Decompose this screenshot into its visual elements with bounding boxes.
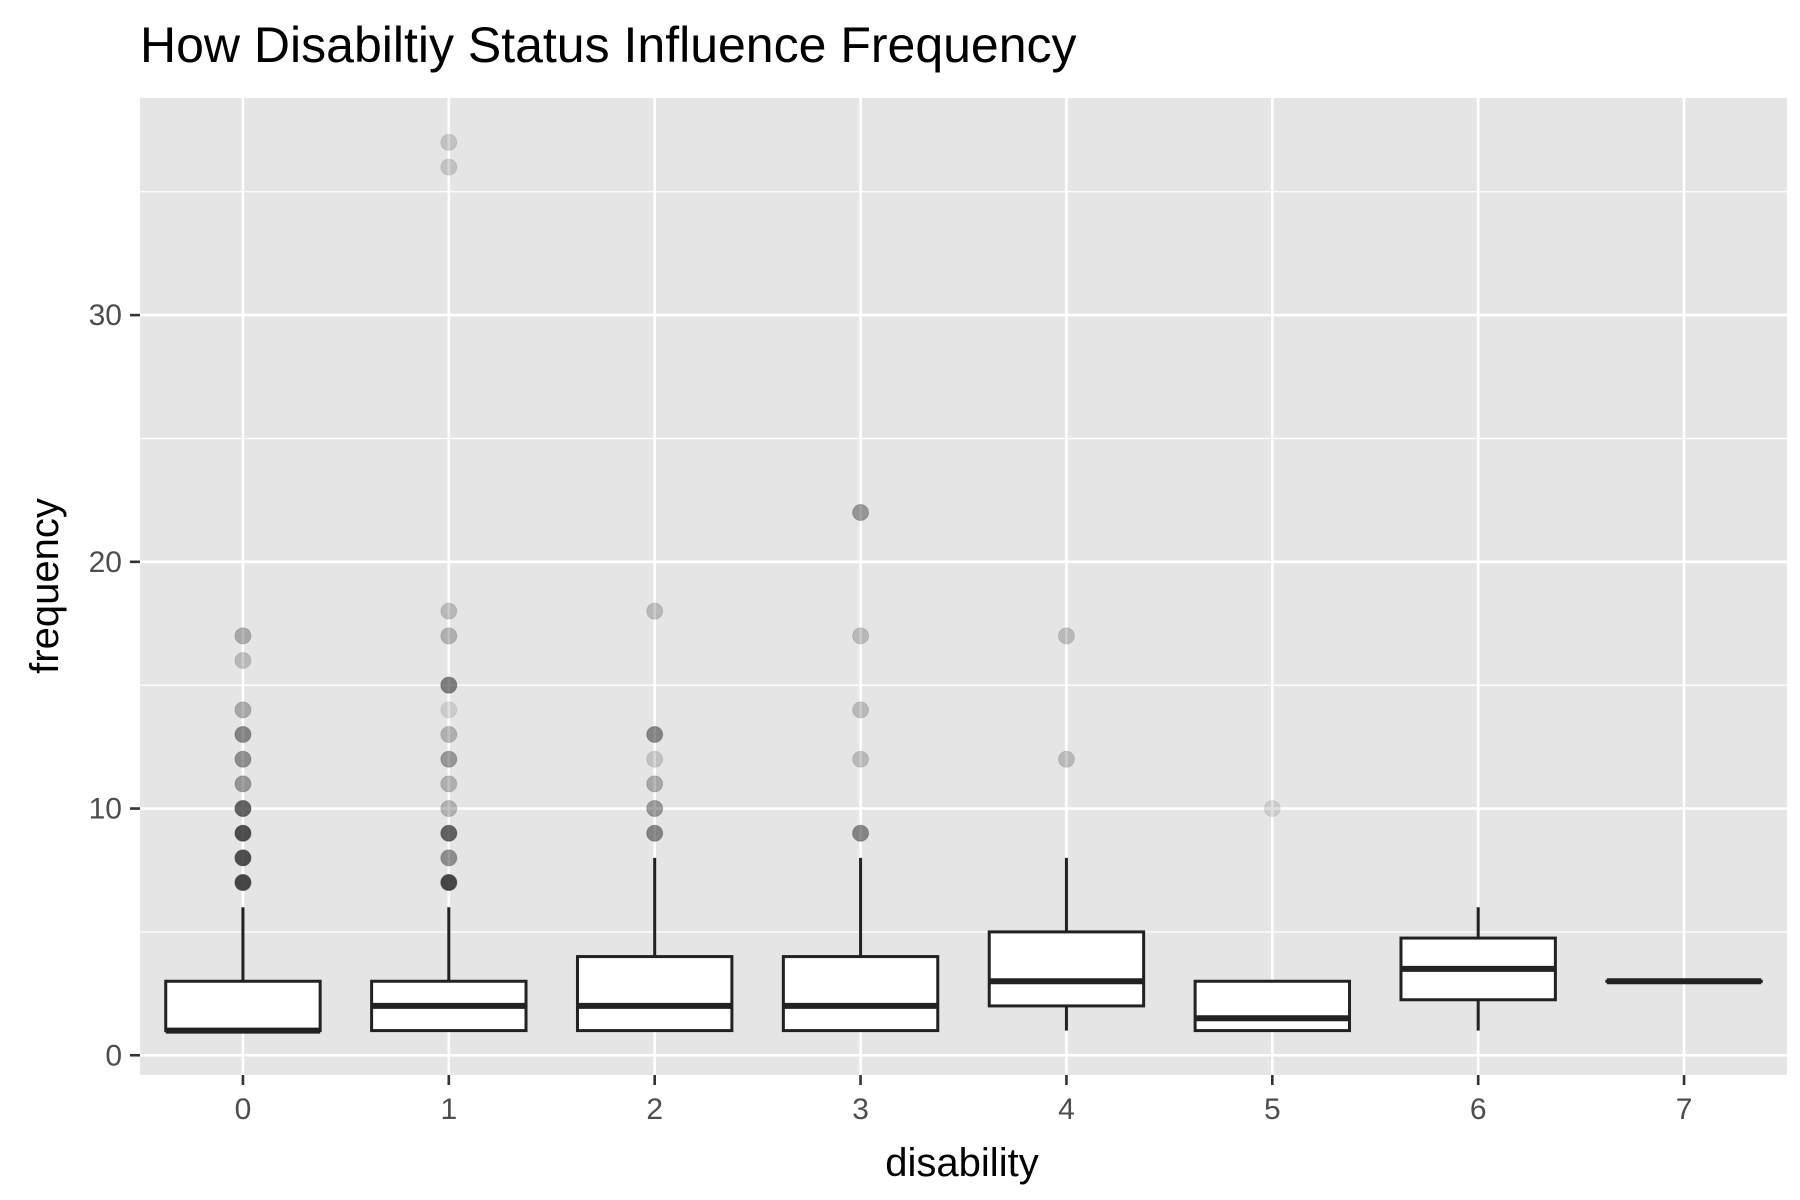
outlier-point	[852, 750, 870, 768]
box-iqr	[575, 955, 734, 1033]
panel-background	[140, 98, 1787, 1075]
x-axis: 0 1 2 3 4 5 6 7	[235, 1075, 1693, 1126]
outlier-point	[646, 775, 664, 793]
outlier-point	[646, 726, 664, 744]
y-tick-label: 0	[105, 1039, 122, 1072]
outlier-point	[1057, 627, 1075, 645]
x-tick-label: 2	[646, 1093, 663, 1126]
outlier-point	[234, 874, 252, 892]
box-0	[164, 907, 322, 1034]
y-axis: 0 10 20 30	[89, 299, 140, 1072]
x-tick-label: 1	[440, 1093, 457, 1126]
outlier-point	[440, 824, 458, 842]
outlier-point	[646, 800, 664, 818]
outlier-point	[440, 726, 458, 744]
outlier-point	[1263, 800, 1281, 818]
outlier-point	[234, 824, 252, 842]
outlier-point	[852, 503, 870, 521]
outlier-point	[440, 701, 458, 719]
outlier-point	[234, 701, 252, 719]
outlier-point	[852, 627, 870, 645]
outlier-point	[440, 602, 458, 620]
box-iqr	[781, 955, 940, 1033]
outlier-point	[234, 652, 252, 670]
outlier-point	[646, 602, 664, 620]
outlier-point	[234, 800, 252, 818]
outlier-point	[440, 158, 458, 176]
y-tick-label: 30	[89, 299, 122, 332]
outlier-point	[440, 133, 458, 151]
x-axis-title: disability	[885, 1141, 1038, 1185]
outlier-point	[1057, 750, 1075, 768]
outlier-point	[234, 849, 252, 867]
y-tick-label: 10	[89, 793, 122, 826]
outlier-point	[646, 750, 664, 768]
outlier-point	[234, 726, 252, 744]
outlier-point	[234, 775, 252, 793]
x-tick-label: 7	[1676, 1093, 1693, 1126]
boxes	[164, 857, 1763, 1034]
y-tick-label: 20	[89, 546, 122, 579]
x-tick-label: 0	[235, 1093, 252, 1126]
outlier-point	[852, 701, 870, 719]
plot-panel	[140, 98, 1787, 1075]
outlier-points	[234, 133, 1281, 892]
chart-title: How Disabiltiy Status Influence Frequenc…	[140, 17, 1077, 73]
outlier-point	[440, 849, 458, 867]
outlier-point	[440, 775, 458, 793]
outlier-point	[440, 627, 458, 645]
box-iqr	[164, 979, 322, 1033]
outlier-point	[234, 627, 252, 645]
outlier-point	[234, 750, 252, 768]
x-tick-label: 3	[852, 1093, 869, 1126]
outlier-point	[440, 874, 458, 892]
outlier-point	[440, 750, 458, 768]
y-axis-title: frequency	[23, 498, 67, 674]
x-tick-label: 4	[1058, 1093, 1075, 1126]
box-6	[1399, 907, 1557, 1031]
outlier-point	[440, 800, 458, 818]
outlier-point	[440, 676, 458, 694]
box-3	[781, 857, 940, 1033]
box-iqr	[987, 930, 1146, 1008]
box-4	[987, 857, 1146, 1031]
box-5	[1193, 979, 1352, 1033]
outlier-point	[852, 824, 870, 842]
box-iqr	[1193, 979, 1352, 1033]
box-2	[575, 857, 734, 1033]
x-tick-label: 5	[1264, 1093, 1281, 1126]
x-tick-label: 6	[1470, 1093, 1487, 1126]
box-1	[370, 907, 528, 1033]
outlier-point	[646, 824, 664, 842]
